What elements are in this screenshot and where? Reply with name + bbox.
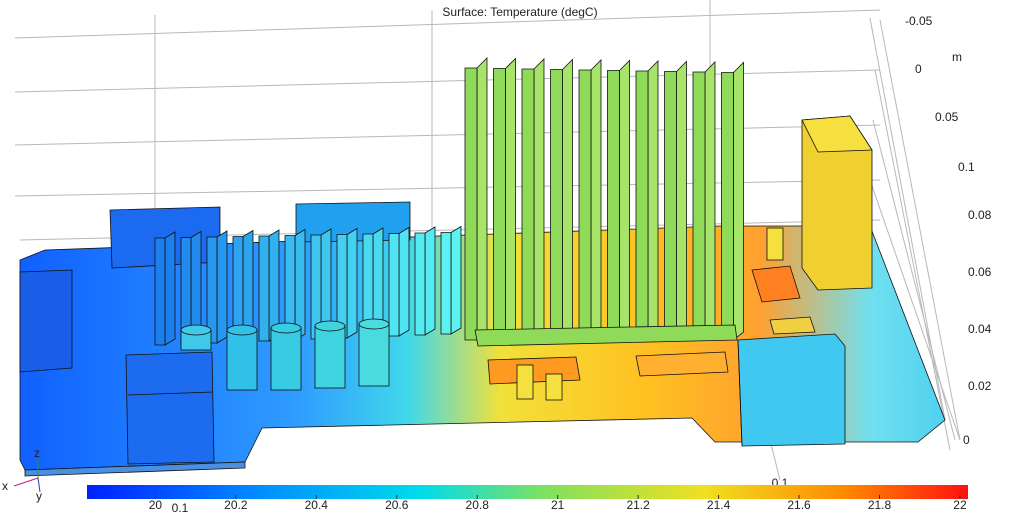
fin-side xyxy=(294,228,306,341)
axis-tick-label: -0.05 xyxy=(905,14,933,28)
fin xyxy=(258,235,270,342)
small-heatsink xyxy=(154,225,462,346)
fin-side xyxy=(164,231,176,346)
fin-side xyxy=(562,58,573,341)
chip-long xyxy=(635,351,729,377)
fin xyxy=(578,69,592,341)
colorbar-tick-label: 20.2 xyxy=(224,498,248,512)
axis-tick-label: 0.08 xyxy=(968,208,992,222)
fin-side xyxy=(676,60,687,341)
capacitor-top xyxy=(270,322,302,334)
fin xyxy=(664,71,677,341)
axis-tick-label: 0.05 xyxy=(935,110,959,124)
axis-unit: m xyxy=(952,50,962,64)
fin-side xyxy=(476,57,488,341)
colorbar-tick-label: 21.6 xyxy=(787,498,811,512)
triad-label: z xyxy=(34,446,40,460)
colorbar-tick-label: 21 xyxy=(551,498,565,512)
fin xyxy=(607,70,620,341)
post xyxy=(545,373,563,401)
colorbar-tick-label: 20.4 xyxy=(305,498,329,512)
box-front-left xyxy=(125,351,215,465)
fin-side xyxy=(450,225,462,335)
fin xyxy=(493,68,506,341)
capacitors xyxy=(180,318,390,391)
fin-side xyxy=(647,60,659,341)
fin xyxy=(550,69,563,341)
big-heatsink xyxy=(464,57,744,347)
fin xyxy=(521,68,535,341)
axis-tick-label: 0.02 xyxy=(968,379,992,393)
colorbar-tick-label: 20 xyxy=(149,498,163,512)
axis-tick-label: 0.04 xyxy=(968,322,992,336)
fin xyxy=(635,70,649,341)
capacitor xyxy=(314,325,346,389)
fin xyxy=(206,236,218,344)
fin xyxy=(440,232,452,335)
box-cyan xyxy=(737,333,846,447)
fin-side xyxy=(619,59,630,341)
colorbar xyxy=(87,485,968,499)
axis-tick-label: 0 xyxy=(963,433,970,447)
connector xyxy=(19,269,73,373)
title: Surface: Temperature (degC) xyxy=(442,5,597,19)
fin xyxy=(388,233,400,337)
fin xyxy=(336,234,348,339)
capacitor-top xyxy=(358,318,390,330)
tall-box-side xyxy=(801,115,873,153)
fin-side xyxy=(398,226,410,337)
colorbar-tick-label: 21.2 xyxy=(626,498,650,512)
fin xyxy=(721,72,734,341)
colorbar-tick-label: 20.6 xyxy=(385,498,409,512)
fin-side xyxy=(424,226,436,336)
triad: z x y xyxy=(2,446,42,503)
colorbar-tick-label: 21.4 xyxy=(707,498,731,512)
triad-label: x xyxy=(2,479,8,493)
triad-label: y xyxy=(36,489,42,503)
chip-center xyxy=(487,356,581,385)
capacitor-top xyxy=(226,324,258,336)
fin-side xyxy=(505,57,516,341)
fin xyxy=(692,71,706,341)
board-edge xyxy=(24,461,246,477)
capacitor-top xyxy=(314,320,346,332)
fin xyxy=(464,67,478,341)
fin xyxy=(154,237,166,346)
heatsink-base xyxy=(474,324,738,347)
fin-side xyxy=(733,61,744,341)
fin-side xyxy=(590,59,602,341)
axis-tick-label: 0 xyxy=(915,62,922,76)
fin xyxy=(414,232,426,336)
fin-side xyxy=(533,58,545,341)
chip-right xyxy=(769,316,816,335)
colorbar-tick-label: 20.8 xyxy=(466,498,490,512)
colorbar-ticks: 20 20.2 20.4 20.6 20.8 21 21.2 21.4 21.6 21.8 22 xyxy=(149,495,967,512)
axis-tick-label: 0.1 xyxy=(958,160,975,174)
chip-orange xyxy=(751,265,801,303)
capacitor xyxy=(358,323,390,387)
post xyxy=(766,227,784,261)
post xyxy=(516,364,534,400)
axis-tick-label: 0.06 xyxy=(968,265,992,279)
x-axis-label: 0.1 xyxy=(172,501,189,515)
axis-labels: -0.05 0 0.05 0.1 0.08 0.06 0.04 0.02 0 xyxy=(905,14,992,447)
fin-side xyxy=(346,227,358,339)
fin-side xyxy=(216,230,228,344)
fin-side xyxy=(704,61,716,341)
capacitor xyxy=(270,327,302,391)
capacitor-top xyxy=(180,324,212,336)
colorbar-tick-label: 21.8 xyxy=(868,498,892,512)
capacitor xyxy=(226,329,258,391)
colorbar-tick-label: 22 xyxy=(953,498,967,512)
